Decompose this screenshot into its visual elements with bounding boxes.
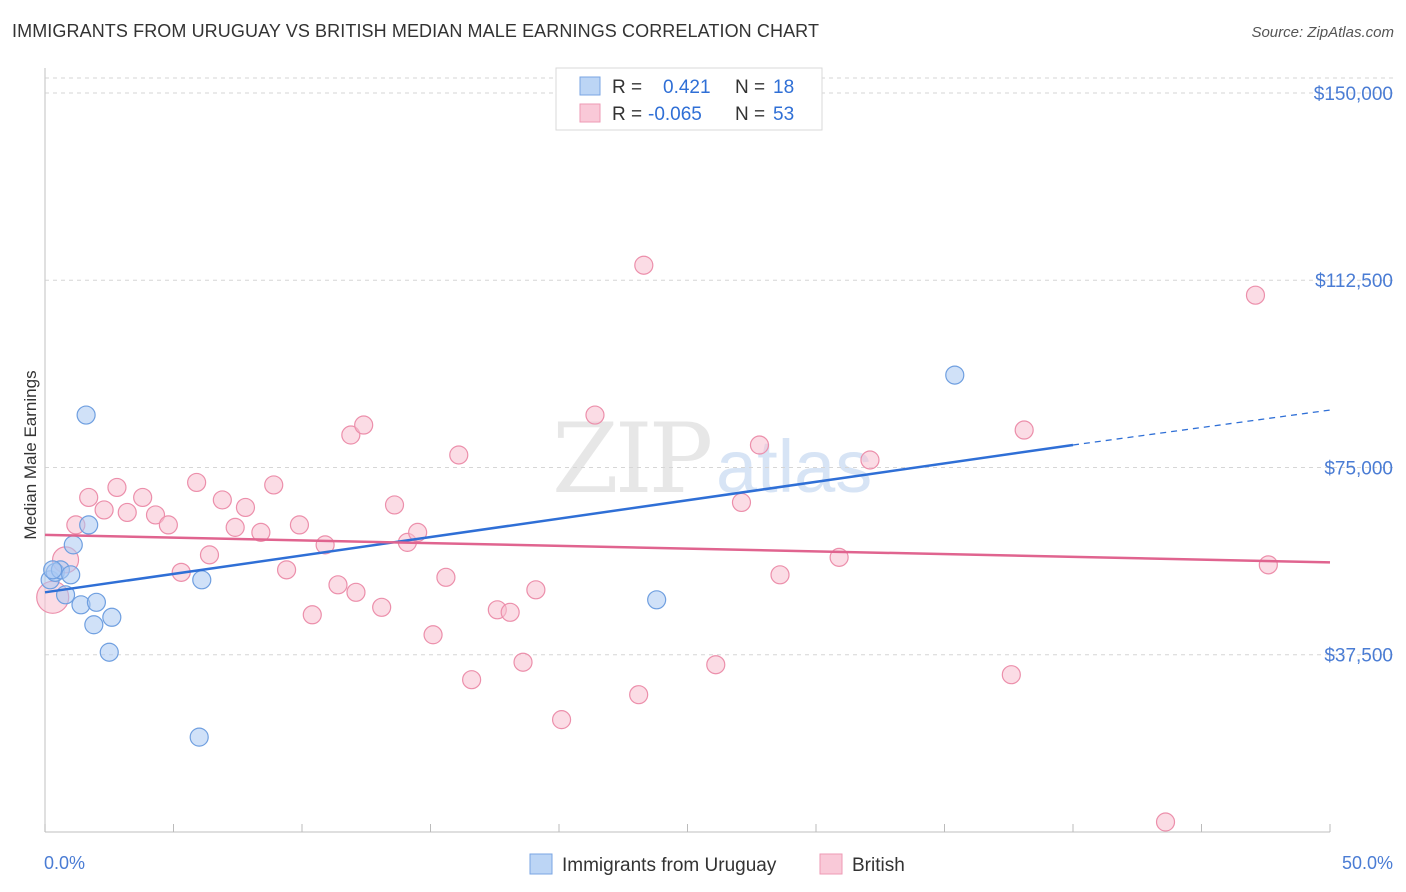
point-british <box>1001 665 1021 685</box>
point-uruguay <box>86 592 107 612</box>
point-british <box>1258 555 1278 575</box>
point-uruguay <box>102 607 122 627</box>
legend-n-uruguay: 18 <box>773 77 794 98</box>
legend-swatch-british <box>579 103 601 123</box>
point-british <box>212 490 232 510</box>
point-uruguay <box>61 565 81 585</box>
point-british <box>384 495 405 515</box>
point-british <box>629 685 649 705</box>
point-british <box>860 450 880 470</box>
point-british <box>449 445 469 465</box>
point-british <box>1155 812 1176 832</box>
point-british <box>749 435 770 455</box>
trend-lines <box>44 409 1331 594</box>
axes <box>44 68 1331 833</box>
y-tick-label: $75,000 <box>1324 458 1393 479</box>
point-british <box>251 522 271 542</box>
point-british <box>731 492 752 513</box>
point-british <box>634 255 654 275</box>
point-british <box>423 625 443 645</box>
x-tick-label-max: 50.0% <box>1342 853 1393 873</box>
point-british <box>94 500 114 520</box>
point-british <box>117 502 137 523</box>
bottom-legend-swatch-uruguay <box>529 853 553 875</box>
point-british <box>372 597 392 617</box>
point-british <box>107 477 127 498</box>
point-british <box>1014 420 1034 440</box>
point-uruguay <box>84 615 104 635</box>
y-tick-label: $150,000 <box>1314 84 1393 105</box>
legend-r-label-british: R = <box>612 104 642 125</box>
point-british <box>328 575 348 595</box>
point-uruguay <box>99 642 119 662</box>
watermark-zip: ZIP <box>552 403 711 515</box>
point-british <box>551 710 572 730</box>
legend-swatch-uruguay <box>579 76 601 96</box>
y-tick-labels: $37,500 $75,000 $112,500 $150,000 <box>1314 84 1393 667</box>
point-uruguay <box>192 570 212 590</box>
point-british <box>145 505 166 525</box>
point-british <box>770 565 790 585</box>
point-british <box>526 580 546 600</box>
source-label: Source: ZipAtlas.com <box>1251 24 1394 41</box>
stats-legend: R = 0.421 N = 18 R = -0.065 N = 53 <box>555 67 823 131</box>
point-british <box>346 582 366 602</box>
gridlines <box>45 77 1393 656</box>
point-uruguay <box>43 560 63 580</box>
point-british <box>302 605 322 625</box>
point-british <box>158 515 178 535</box>
y-axis-title: Median Male Earnings <box>21 370 40 539</box>
trend-line-uruguay <box>44 443 1074 594</box>
scatter-points <box>36 255 1278 832</box>
point-british <box>354 415 374 435</box>
chart-title: IMMIGRANTS FROM URUGUAY VS BRITISH MEDIA… <box>12 21 820 41</box>
point-british <box>264 475 284 495</box>
y-tick-label: $112,500 <box>1315 271 1393 292</box>
point-british <box>706 655 726 675</box>
point-british <box>341 425 361 445</box>
point-british <box>436 567 456 587</box>
point-british <box>187 472 207 493</box>
point-british <box>585 405 605 425</box>
bottom-legend-swatch-british <box>819 853 843 875</box>
point-uruguay <box>189 727 209 747</box>
legend-n-british: 53 <box>773 104 794 125</box>
bottom-legend-label-uruguay: Immigrants from Uruguay <box>562 855 777 876</box>
point-british <box>225 517 245 537</box>
legend-r-british: -0.065 <box>648 104 702 125</box>
point-british <box>199 545 220 565</box>
point-uruguay <box>79 515 99 535</box>
point-uruguay <box>945 365 965 385</box>
bottom-legend-label-british: British <box>852 855 905 876</box>
point-british <box>276 560 297 580</box>
point-uruguay <box>647 590 667 610</box>
y-tick-label: $37,500 <box>1324 646 1393 667</box>
point-british <box>513 652 533 672</box>
x-tick-label-min: 0.0% <box>44 853 85 873</box>
legend-r-uruguay: 0.421 <box>663 77 711 98</box>
point-uruguay <box>63 535 83 555</box>
point-british <box>289 515 310 535</box>
legend-r-label-uruguay: R = <box>612 77 642 98</box>
point-british <box>500 602 520 622</box>
point-uruguay <box>76 405 96 425</box>
trend-line-british <box>44 533 1331 564</box>
legend-n-label-uruguay: N = <box>735 77 765 98</box>
legend-n-label-british: N = <box>735 104 765 125</box>
point-british <box>408 522 428 542</box>
point-british <box>133 487 153 508</box>
series-legend: Immigrants from Uruguay British <box>529 853 905 876</box>
point-british <box>1245 285 1266 305</box>
trend-line-uruguay-extension <box>1072 409 1331 446</box>
point-british <box>79 487 99 508</box>
point-british <box>462 670 482 690</box>
point-british <box>235 497 256 518</box>
